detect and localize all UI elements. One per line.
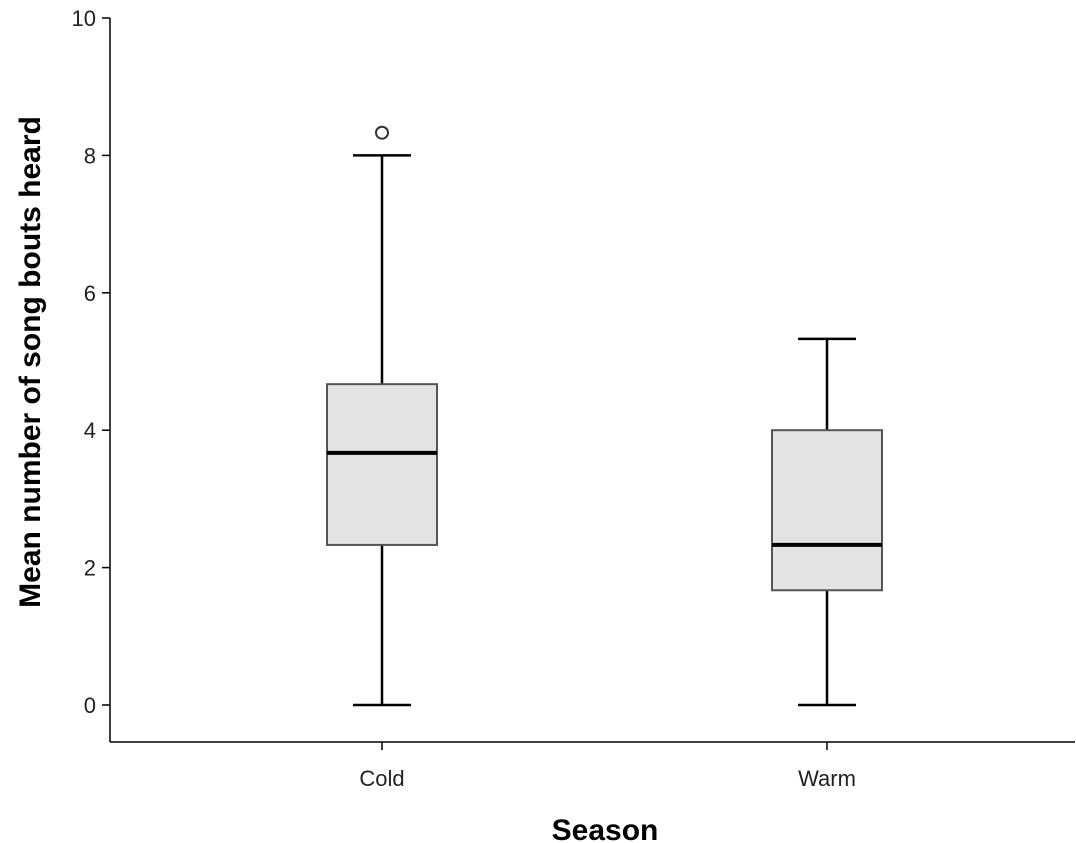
axes	[109, 18, 1075, 743]
y-axis-title: Mean number of song bouts heard	[14, 116, 47, 608]
x-tick-label: Cold	[359, 766, 404, 791]
outlier-point	[375, 125, 389, 140]
x-ticks: Cold Warm	[359, 742, 856, 791]
y-tick-label: 4	[84, 418, 96, 443]
x-axis-title: Season	[552, 814, 659, 843]
y-tick-label: 8	[84, 143, 96, 168]
box-cold	[326, 125, 438, 707]
y-tick-label: 2	[84, 556, 96, 581]
iqr-box	[771, 429, 883, 592]
y-tick-label: 6	[84, 281, 96, 306]
y-tick-label: 0	[84, 693, 96, 718]
iqr-box	[326, 383, 438, 546]
boxes	[326, 125, 883, 707]
y-tick-label: 10	[72, 6, 96, 31]
x-tick-label: Warm	[798, 766, 856, 791]
box-warm	[771, 337, 883, 707]
y-ticks: 0 2 4 6 8 10	[72, 6, 110, 718]
